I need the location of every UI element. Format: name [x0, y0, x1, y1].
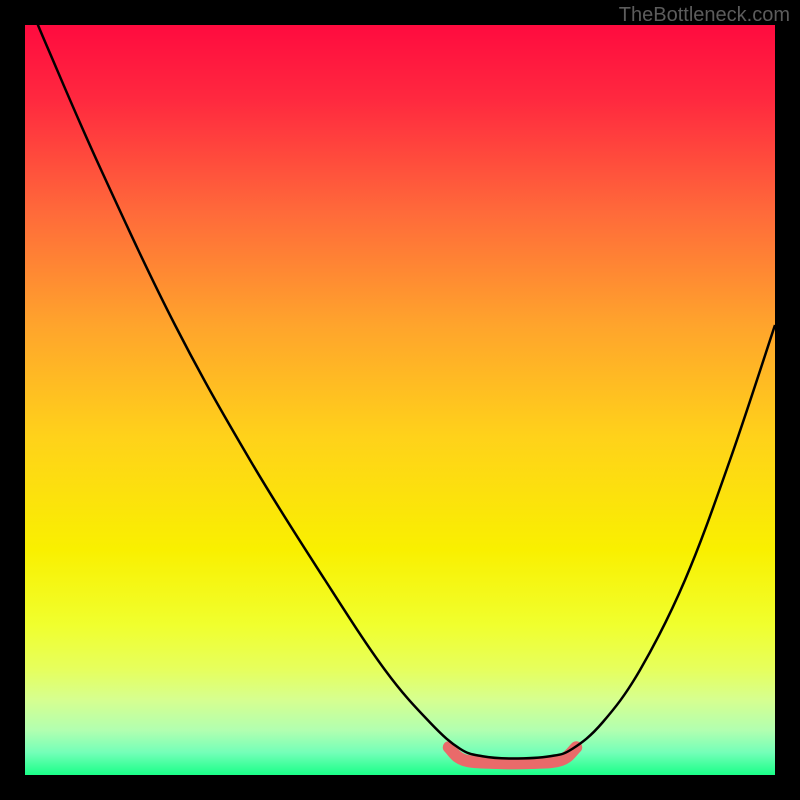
curve-layer: [25, 25, 775, 775]
watermark-text: TheBottleneck.com: [619, 4, 790, 27]
plot-area: [25, 25, 775, 775]
bottleneck-curve: [29, 25, 775, 759]
